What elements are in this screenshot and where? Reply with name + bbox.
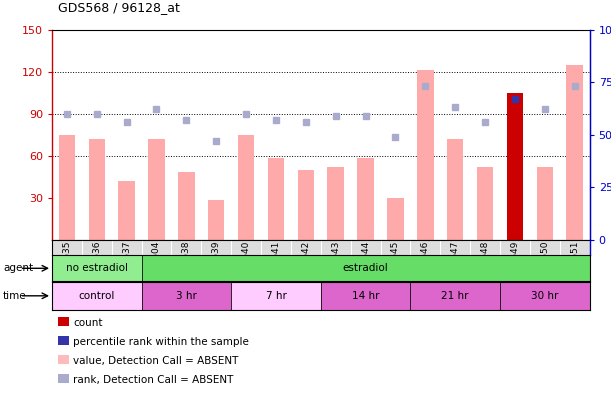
Bar [268,158,284,240]
Bar [89,139,105,240]
Text: GSM9642: GSM9642 [301,240,310,284]
Text: GSM9641: GSM9641 [271,240,280,284]
Bar [119,181,135,240]
Text: 3 hr: 3 hr [176,291,197,301]
Text: GSM9646: GSM9646 [421,240,430,284]
Bar [387,198,404,240]
Bar [411,282,500,310]
Bar [327,167,344,240]
Text: GSM9647: GSM9647 [451,240,459,284]
Bar [59,135,75,240]
Bar [231,282,321,310]
Text: estradiol: estradiol [343,263,389,273]
Bar [417,70,434,240]
Text: 14 hr: 14 hr [352,291,379,301]
Text: GSM9644: GSM9644 [361,240,370,284]
Text: control: control [79,291,115,301]
Bar [500,282,590,310]
Bar [357,158,374,240]
Text: rank, Detection Call = ABSENT: rank, Detection Call = ABSENT [73,375,233,385]
Text: agent: agent [3,263,33,273]
Text: GSM9636: GSM9636 [92,240,101,284]
Bar [566,65,583,240]
Text: GSM9645: GSM9645 [391,240,400,284]
Text: count: count [73,318,103,328]
Text: GSM9640: GSM9640 [241,240,251,284]
Bar [142,282,231,310]
Bar [148,139,165,240]
Bar [536,167,553,240]
Bar [142,255,590,281]
Text: GDS568 / 96128_at: GDS568 / 96128_at [58,1,180,14]
Bar [298,169,314,240]
Text: GSM9638: GSM9638 [182,240,191,284]
Bar [52,255,142,281]
Text: 21 hr: 21 hr [441,291,469,301]
Bar [238,135,254,240]
Bar [178,172,194,240]
Bar [447,139,463,240]
Bar [477,167,493,240]
Text: GSM9639: GSM9639 [212,240,221,284]
Text: GSM9643: GSM9643 [331,240,340,284]
Text: no estradiol: no estradiol [66,263,128,273]
Bar [52,282,142,310]
Bar [321,282,411,310]
Text: 7 hr: 7 hr [266,291,287,301]
Text: GSM9635: GSM9635 [62,240,71,284]
Text: value, Detection Call = ABSENT: value, Detection Call = ABSENT [73,356,239,366]
Text: GSM9648: GSM9648 [481,240,489,284]
Text: GSM9637: GSM9637 [122,240,131,284]
Text: percentile rank within the sample: percentile rank within the sample [73,337,249,347]
Text: 30 hr: 30 hr [531,291,558,301]
Text: GSM9650: GSM9650 [540,240,549,284]
Text: time: time [3,291,27,301]
Bar [507,93,523,240]
Text: GSM9651: GSM9651 [570,240,579,284]
Text: GSM9649: GSM9649 [510,240,519,284]
Text: GSM9604: GSM9604 [152,240,161,284]
Bar [208,200,224,240]
